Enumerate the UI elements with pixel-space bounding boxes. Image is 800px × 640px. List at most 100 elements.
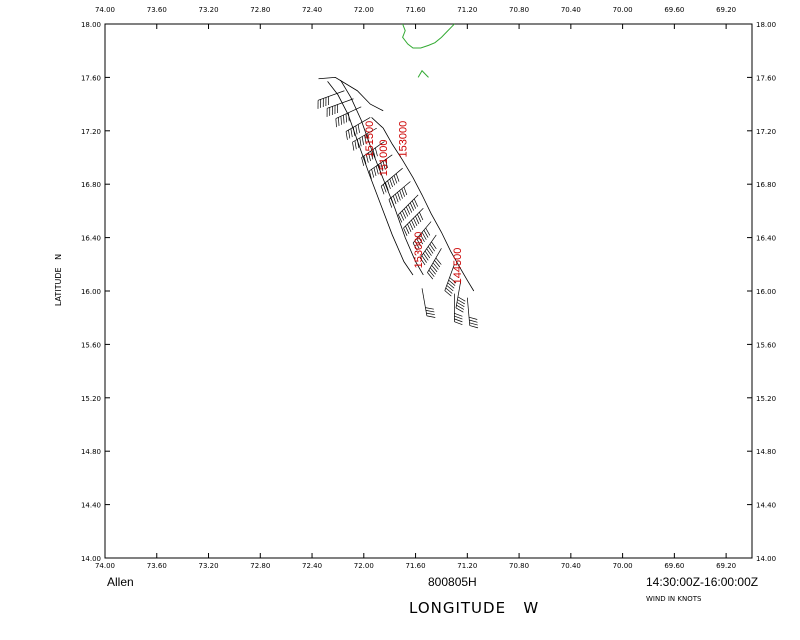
wind-barb-flag-9-8 xyxy=(413,198,419,207)
track-time-label-3: 153000 xyxy=(413,232,425,269)
wind-barb-flag-18-0 xyxy=(469,325,479,329)
wind-barb-flag-4-5 xyxy=(364,135,367,144)
wind-barb-14 xyxy=(444,264,457,297)
wind-barb-flag-8-5 xyxy=(399,190,403,199)
wind-barb-flag-14-2 xyxy=(446,285,454,292)
wind-barb-flag-17-0 xyxy=(426,315,436,318)
y-tick-label-left-3: 15.20 xyxy=(81,395,101,403)
storm-name: Allen xyxy=(107,575,134,589)
wind-barb-17 xyxy=(421,288,436,318)
wind-barb-flag-12-1 xyxy=(421,255,427,263)
x-tick-label-bottom-12: 69.20 xyxy=(716,562,736,570)
wind-barb-11 xyxy=(412,221,432,251)
wind-barb-flag-12-0 xyxy=(419,257,426,266)
wind-barb-flag-9-7 xyxy=(411,200,417,209)
time-range: 14:30:00Z-16:00:00Z xyxy=(646,575,758,589)
wind-barb-flag-11-5 xyxy=(421,232,427,240)
x-tick-label-bottom-2: 73.20 xyxy=(198,562,218,570)
y-tick-label-left-7: 16.80 xyxy=(81,181,101,189)
wind-barb-flag-13-3 xyxy=(431,265,438,273)
wind-barb-flag-15-2 xyxy=(456,302,465,308)
wind-barb-flag-6-3 xyxy=(375,165,379,175)
wind-barbs xyxy=(317,90,479,329)
y-tick-label-left-1: 14.40 xyxy=(81,502,101,510)
wind-barb-3 xyxy=(345,117,371,140)
wind-barb-flag-16-1 xyxy=(454,318,463,323)
wind-barb-flag-12-4 xyxy=(426,248,432,256)
x-tick-label-bottom-3: 72.80 xyxy=(250,562,270,570)
wind-barb-4 xyxy=(352,127,377,151)
wind-barb-flag-5-2 xyxy=(365,154,369,163)
wind-barb-flag-3-4 xyxy=(355,125,358,135)
y-tick-label-right-5: 16.00 xyxy=(756,288,776,296)
wind-barb-flag-7-3 xyxy=(387,180,391,189)
wind-barb-flag-13-2 xyxy=(429,267,436,275)
wind-barb-flag-7-6 xyxy=(393,175,398,184)
wind-barb-flag-6-0 xyxy=(368,170,372,180)
wind-barb-flag-10-3 xyxy=(409,221,414,231)
wind-barb-flag-15-1 xyxy=(456,304,465,310)
wind-barb-flag-16-0 xyxy=(454,321,463,325)
wind-barb-18 xyxy=(466,297,479,329)
wind-barb-8 xyxy=(388,181,411,208)
wind-barb-flag-15-0 xyxy=(455,307,464,313)
wind-barb-flag-3-1 xyxy=(348,129,351,139)
y-tick-label-left-6: 16.40 xyxy=(81,235,101,243)
y-ticks-right: 14.00 14.40 14.80 15.20 15.60 16.00 16.40 16.80… xyxy=(747,21,776,563)
wind-barb-flag-13-0 xyxy=(427,272,434,280)
x-tick-label-bottom-1: 73.60 xyxy=(147,562,167,570)
x-axis-title: LONGITUDE W xyxy=(409,599,539,617)
wind-barb-flag-9-0 xyxy=(398,214,403,223)
x-tick-label-bottom-0: 74.00 xyxy=(95,562,115,570)
y-tick-label-right-9: 17.60 xyxy=(756,74,776,82)
coastline xyxy=(402,23,455,78)
x-tick-label-bottom-7: 71.20 xyxy=(457,562,477,570)
x-tick-label-top-5: 72.00 xyxy=(354,6,374,14)
coastline-islet xyxy=(417,69,429,78)
wind-barb-flag-2-3 xyxy=(343,115,345,124)
y-tick-label-right-1: 14.40 xyxy=(756,502,776,510)
wind-barb-flag-11-4 xyxy=(419,234,425,243)
wind-barb-flag-10-4 xyxy=(411,219,416,229)
wind-barb-flag-14-5 xyxy=(449,277,457,284)
wind-barb-shaft-1 xyxy=(327,98,354,109)
wind-barb-flag-14-1 xyxy=(445,287,453,294)
wind-barb-10 xyxy=(403,207,424,236)
wind-barb-flag-18-3 xyxy=(468,316,478,320)
wind-barb-flag-13-1 xyxy=(428,269,435,277)
wind-barb-flag-17-3 xyxy=(425,307,434,310)
x-tick-label-top-6: 71.60 xyxy=(406,6,426,14)
wind-barb-flag-4-1 xyxy=(354,140,357,150)
y-tick-label-right-0: 14.00 xyxy=(756,555,776,563)
wind-barb-flag-10-1 xyxy=(405,225,410,234)
wind-barb-flag-8-1 xyxy=(390,197,395,206)
x-tick-label-top-0: 74.00 xyxy=(95,6,115,14)
wind-barb-flag-10-7 xyxy=(417,214,422,223)
wind-barb-flag-5-0 xyxy=(361,157,365,166)
wind-barb-flag-6-7 xyxy=(385,159,388,169)
flight-leg-3 xyxy=(371,117,475,292)
y-tick-label-left-10: 18.00 xyxy=(81,21,101,29)
wind-barb-flag-12-2 xyxy=(423,253,429,261)
wind-barb-flag-3-3 xyxy=(352,127,356,136)
track-time-label-4: 144500 xyxy=(452,248,464,285)
wind-barb-15 xyxy=(455,280,466,313)
wind-barb-flag-12-6 xyxy=(429,243,435,252)
y-tick-label-left-0: 14.00 xyxy=(81,555,101,563)
wind-barb-flag-4-4 xyxy=(361,136,364,146)
wind-barb-flag-15-3 xyxy=(457,299,465,305)
wind-barb-flag-3-5 xyxy=(357,124,360,133)
wind-barb-shaft-10 xyxy=(403,207,424,229)
wind-barb-flag-8-6 xyxy=(401,188,405,197)
wind-barb-flag-8-0 xyxy=(388,199,393,208)
wind-barb-9 xyxy=(398,194,419,223)
wind-barb-flag-11-7 xyxy=(425,227,431,236)
wind-barb-flag-18-2 xyxy=(469,319,478,323)
wind-barb-flag-10-5 xyxy=(413,217,418,227)
wind-barb-flag-8-4 xyxy=(397,192,401,201)
wind-barb-flag-14-4 xyxy=(448,279,456,286)
wind-barb-flag-5-6 xyxy=(374,147,378,157)
y-tick-label-left-2: 14.80 xyxy=(81,448,101,456)
wind-barb-shaft-17 xyxy=(421,288,428,316)
